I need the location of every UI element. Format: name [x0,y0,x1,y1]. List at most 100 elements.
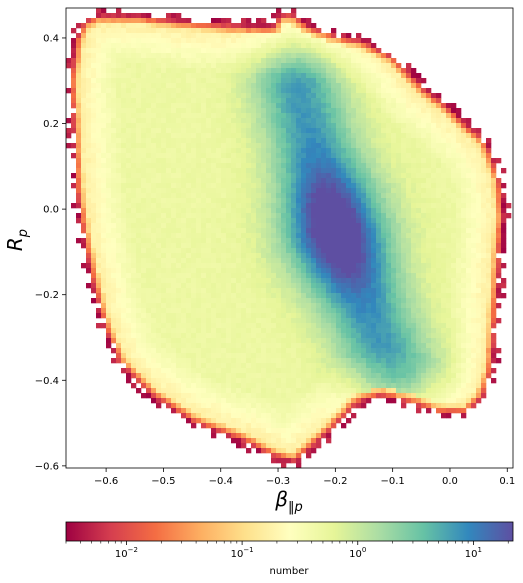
heatmap-cell [486,143,492,149]
heatmap-cell [296,23,302,29]
heatmap-cell [466,163,472,169]
heatmap-cell [226,143,232,149]
heatmap-cell [376,203,382,209]
heatmap-cell [436,183,442,189]
heatmap-cell [406,293,412,299]
heatmap-cell [96,238,102,244]
heatmap-cell [311,313,317,319]
heatmap-cell [351,48,357,54]
heatmap-cell [381,98,387,104]
heatmap-cell [166,278,172,284]
heatmap-cell [246,113,252,119]
heatmap-cell [201,308,207,314]
heatmap-cell [281,298,287,304]
heatmap-cell [171,93,177,99]
heatmap-cell [311,108,317,114]
heatmap-cell [351,58,357,64]
heatmap-cell [96,138,102,144]
heatmap-cell [306,148,312,154]
heatmap-cell [296,188,302,194]
heatmap-cell [186,98,192,104]
heatmap-cell [321,163,327,169]
heatmap-cell [406,88,412,94]
heatmap-cell [256,208,262,214]
heatmap-cell [196,118,202,124]
heatmap-cell [216,283,222,289]
heatmap-cell [371,108,377,114]
heatmap-cell [311,48,317,54]
heatmap-cell [281,143,287,149]
heatmap-cell [171,63,177,69]
heatmap-cell [246,98,252,104]
heatmap-cell [356,268,362,274]
heatmap-cell [411,148,417,154]
heatmap-cell [371,308,377,314]
heatmap-cell [106,243,112,249]
heatmap-cell [286,143,292,149]
heatmap-cell [291,153,297,159]
heatmap-cell [361,218,367,224]
heatmap-cell [456,213,462,219]
heatmap-cell [176,63,182,69]
heatmap-cell [121,178,127,184]
heatmap-cell [226,293,232,299]
heatmap-cell [161,193,167,199]
heatmap-cell [301,203,307,209]
heatmap-cell [366,158,372,164]
heatmap-cell [436,143,442,149]
heatmap-cell [406,303,412,309]
heatmap-cell [331,148,337,154]
heatmap-cell [106,48,112,54]
heatmap-cell [446,308,452,314]
heatmap-cell [181,103,187,109]
heatmap-cell [366,108,372,114]
heatmap-cell [196,108,202,114]
heatmap-cell [346,173,352,179]
heatmap-cell [311,298,317,304]
heatmap-cell [371,138,377,144]
heatmap-cell [241,298,247,304]
heatmap-cell [236,48,242,54]
heatmap-cell [331,143,337,149]
heatmap-cell [426,298,432,304]
heatmap-cell [371,203,377,209]
heatmap-cell [191,153,197,159]
heatmap-cell [441,158,447,164]
heatmap-cell [211,103,217,109]
heatmap-cell [491,213,497,219]
heatmap-cell [271,113,277,119]
heatmap-cell [231,68,237,74]
heatmap-cell [341,243,347,249]
heatmap-cell [181,68,187,74]
heatmap-cell [231,288,237,294]
heatmap-cell [186,28,192,34]
heatmap-cell [116,223,122,229]
heatmap-cell [191,128,197,134]
heatmap-cell [211,128,217,134]
heatmap-cell [91,48,97,54]
heatmap-cell [361,63,367,69]
heatmap-cell [166,48,172,54]
heatmap-cell [301,148,307,154]
heatmap-cell [391,108,397,114]
heatmap-cell [241,63,247,69]
heatmap-cell [431,93,437,99]
heatmap-cell [341,213,347,219]
heatmap-cell [116,333,122,339]
heatmap-cell [191,63,197,69]
heatmap-cell [281,58,287,64]
heatmap-cell [361,138,367,144]
heatmap-cell [176,228,182,234]
heatmap-cell [411,328,417,334]
heatmap-cell [166,53,172,59]
heatmap-cell [371,73,377,79]
heatmap-cell [111,238,117,244]
heatmap-cell [151,183,157,189]
heatmap-cell [431,233,437,239]
heatmap-cell [116,238,122,244]
heatmap-cell [386,103,392,109]
heatmap-cell [101,158,107,164]
heatmap-cell [471,143,477,149]
heatmap-cell [421,258,427,264]
heatmap-cell [221,278,227,284]
